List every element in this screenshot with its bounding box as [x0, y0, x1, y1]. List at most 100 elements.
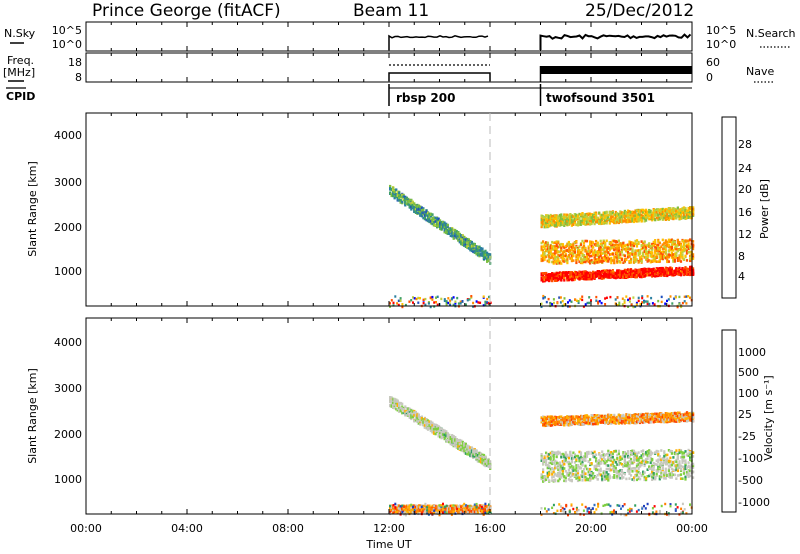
- data-cell: [570, 274, 573, 278]
- data-cell: [673, 209, 676, 213]
- data-cell: [398, 404, 401, 407]
- data-cell: [445, 303, 448, 306]
- data-cell: [576, 253, 580, 257]
- data-cell: [620, 211, 623, 214]
- data-cell: [676, 272, 679, 275]
- data-cell: [692, 210, 695, 213]
- data-cell: [570, 252, 573, 255]
- data-cell: [392, 301, 395, 305]
- data-cell: [551, 215, 554, 218]
- data-cell: [628, 255, 631, 258]
- data-cell: [410, 414, 413, 417]
- data-cell: [604, 215, 607, 218]
- data-cell: [673, 216, 676, 220]
- data-cell: [632, 275, 636, 278]
- data-cell: [689, 254, 692, 258]
- data-cell: [425, 426, 428, 430]
- data-cell: [451, 440, 454, 443]
- data-cell: [640, 260, 643, 263]
- data-cell: [673, 297, 676, 300]
- data-cell: [455, 438, 458, 441]
- data-cell: [460, 234, 463, 237]
- data-cell: [631, 219, 634, 223]
- data-cell: [593, 218, 596, 222]
- data-cell: [687, 273, 690, 276]
- data-cell: [436, 295, 439, 298]
- data-cell: [445, 226, 448, 230]
- data-cell: [670, 256, 673, 259]
- data-cell: [398, 196, 401, 200]
- data-cell: [649, 246, 652, 250]
- data-cell: [604, 241, 607, 245]
- data-cell: [579, 213, 583, 216]
- data-cell: [472, 447, 475, 451]
- data-cell: [635, 275, 639, 279]
- data-cell: [598, 275, 601, 278]
- data-cell: [649, 269, 652, 273]
- data-cell: [595, 253, 598, 257]
- data-cell: [552, 277, 555, 281]
- data-cell: [549, 224, 552, 227]
- data-cell: [672, 212, 675, 215]
- data-cell: [551, 416, 554, 420]
- data-cell: [473, 453, 476, 456]
- data-cell: [617, 248, 620, 251]
- data-cell: [567, 223, 570, 226]
- data-cell: [657, 273, 660, 276]
- data-cell: [396, 402, 399, 405]
- data-cell: [584, 256, 587, 259]
- data-cell: [639, 216, 642, 220]
- data-cell: [597, 300, 600, 304]
- data-cell: [395, 402, 398, 406]
- data-cell: [646, 268, 649, 271]
- data-cell: [679, 208, 683, 211]
- data-cell: [623, 212, 626, 215]
- data-cell: [614, 276, 617, 279]
- data-cell: [626, 209, 630, 213]
- data-cell: [443, 227, 446, 230]
- data-cell: [545, 224, 548, 228]
- data-cell: [408, 410, 411, 413]
- data-cell: [658, 211, 661, 215]
- data-cell: [664, 268, 667, 271]
- data-cell: [555, 416, 558, 419]
- data-cell: [685, 245, 689, 248]
- data-cell: [561, 216, 564, 220]
- data-cell: [564, 273, 567, 276]
- data-cell: [440, 430, 443, 434]
- data-cell: [595, 239, 598, 243]
- data-cell: [634, 214, 637, 218]
- data-cell: [411, 204, 414, 207]
- data-cell: [605, 246, 608, 249]
- data-cell: [410, 205, 413, 208]
- data-cell: [469, 243, 472, 247]
- data-cell: [558, 219, 561, 223]
- noise-tick-right-top: 10^5: [706, 24, 736, 37]
- data-cell: [448, 231, 451, 235]
- data-cell: [585, 271, 589, 274]
- data-cell: [679, 210, 683, 213]
- data-cell: [581, 415, 584, 419]
- data-cell: [599, 276, 602, 279]
- data-cell: [635, 258, 639, 262]
- data-cell: [678, 209, 681, 212]
- data-cell: [584, 421, 587, 425]
- data-cell: [548, 215, 551, 218]
- data-cell: [582, 277, 586, 281]
- data-cell: [426, 219, 430, 222]
- data-cell: [578, 251, 581, 254]
- data-cell: [614, 302, 617, 305]
- data-cell: [408, 200, 411, 203]
- data-cell: [542, 248, 545, 252]
- data-cell: [436, 220, 439, 223]
- nsky-label: N.Sky: [4, 27, 36, 40]
- data-cell: [558, 277, 561, 280]
- data-cell: [648, 242, 651, 245]
- data-cell: [402, 411, 405, 414]
- data-cell: [619, 219, 622, 222]
- data-cell: [667, 250, 670, 253]
- data-cell: [604, 297, 607, 300]
- data-cell: [670, 238, 673, 242]
- data-cell: [475, 450, 478, 453]
